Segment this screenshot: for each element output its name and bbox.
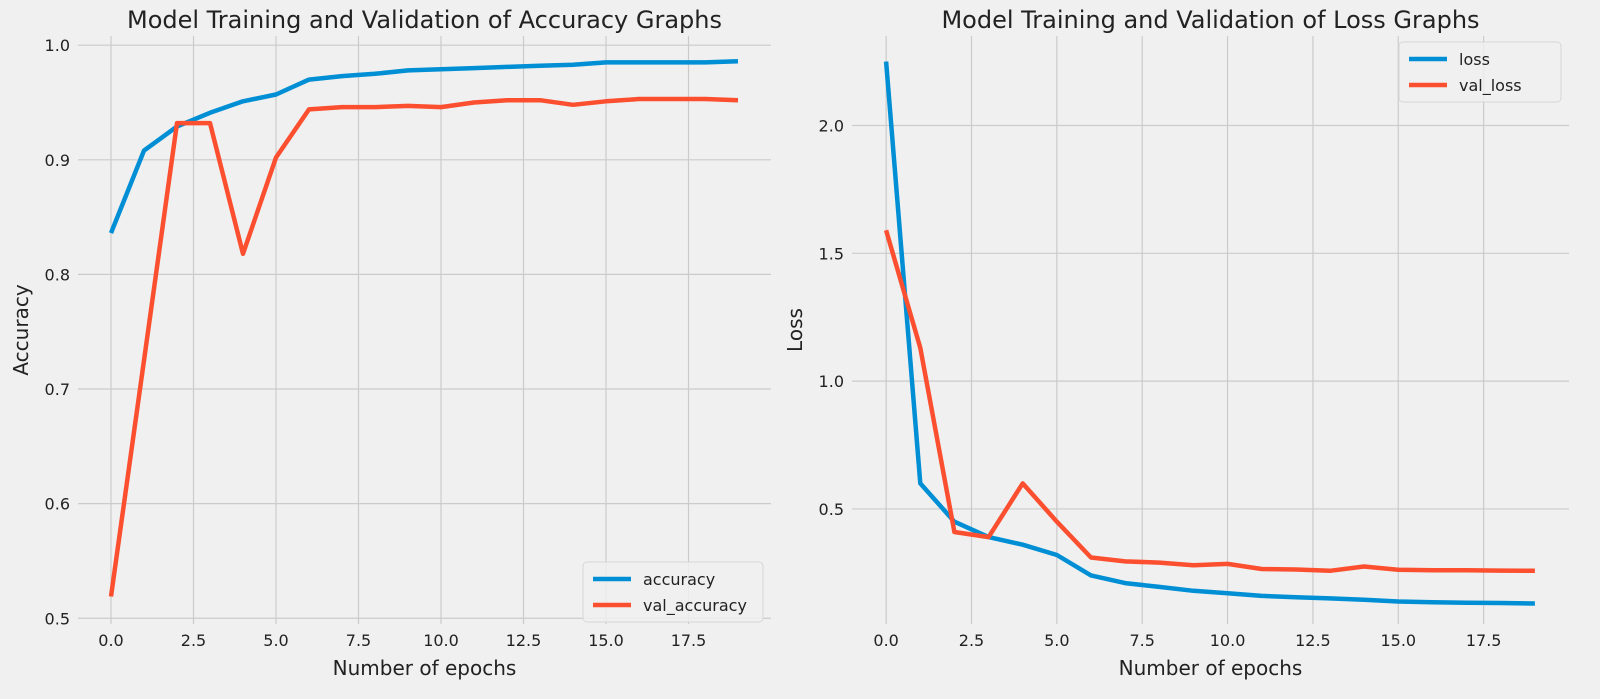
x-tick-label: 12.5 — [506, 631, 542, 650]
legend-label: val_loss — [1459, 76, 1522, 96]
loss-chart: 0.0 2.5 5.0 7.5 10.0 12.5 15.0 17.5 0.5 1.0 1.5 2.0… — [783, 6, 1569, 680]
chart-title: Model Training and Validation of Accurac… — [127, 6, 722, 34]
y-axis-label: Accuracy — [9, 284, 33, 375]
x-tick-label: 7.5 — [346, 631, 371, 650]
chart-title: Model Training and Validation of Loss Gr… — [941, 6, 1479, 34]
x-tick-label: 7.5 — [1129, 631, 1154, 650]
y-tick-label: 2.0 — [819, 116, 844, 135]
y-tick-label: 0.7 — [45, 380, 70, 399]
legend-label: accuracy — [643, 570, 715, 589]
y-tick-label: 1.0 — [819, 372, 844, 391]
y-tick-label: 0.5 — [819, 500, 844, 519]
x-tick-label: 17.5 — [671, 631, 707, 650]
y-tick-label: 0.5 — [45, 609, 70, 628]
x-tick-label: 5.0 — [1044, 631, 1069, 650]
y-tick-label: 1.0 — [45, 36, 70, 55]
accuracy-chart: 0.0 2.5 5.0 7.5 10.0 12.5 15.0 17.5 0.5 0.6 0.7 0.8… — [9, 6, 771, 680]
x-tick-label: 15.0 — [1380, 631, 1416, 650]
x-axis-label: Number of epochs — [333, 656, 517, 680]
x-tick-label: 17.5 — [1466, 631, 1502, 650]
y-axis-label: Loss — [783, 308, 807, 352]
x-tick-label: 12.5 — [1295, 631, 1331, 650]
series-line-accuracy — [108, 58, 739, 234]
series-line-val-accuracy — [108, 96, 739, 597]
x-tick-label: 15.0 — [588, 631, 624, 650]
series-line-val-loss — [883, 229, 1535, 574]
y-tick-label: 0.9 — [45, 151, 70, 170]
x-tick-label: 10.0 — [423, 631, 459, 650]
x-tick-label: 5.0 — [263, 631, 288, 650]
x-tick-label: 2.5 — [959, 631, 984, 650]
legend-label: val_accuracy — [643, 596, 747, 616]
x-tick-label: 2.5 — [181, 631, 206, 650]
y-tick-label: 0.6 — [45, 495, 70, 514]
x-tick-label: 0.0 — [873, 631, 898, 650]
x-tick-label: 0.0 — [98, 631, 123, 650]
legend: loss val_loss — [1398, 41, 1562, 103]
y-tick-label: 0.8 — [45, 265, 70, 284]
x-axis-label: Number of epochs — [1119, 656, 1303, 680]
series-line-loss — [883, 61, 1535, 606]
x-tick-label: 10.0 — [1210, 631, 1246, 650]
legend-label: loss — [1459, 50, 1490, 69]
legend: accuracy val_accuracy — [582, 561, 764, 623]
y-tick-label: 1.5 — [819, 244, 844, 263]
